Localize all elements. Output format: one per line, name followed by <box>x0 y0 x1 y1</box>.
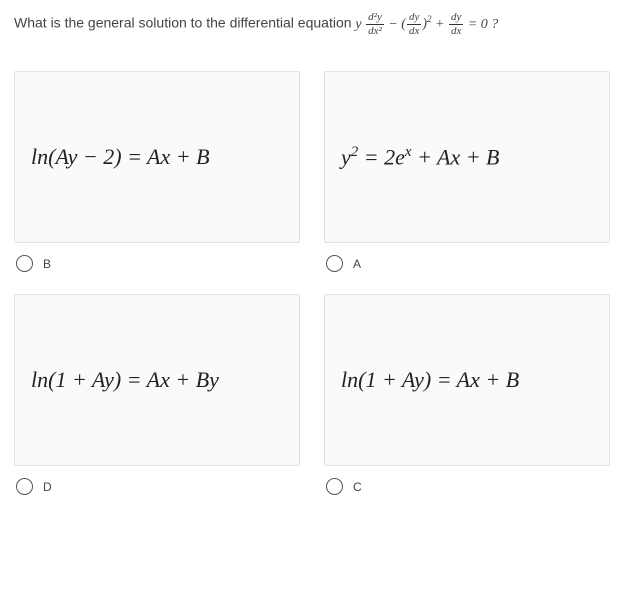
paren-group: (dydx)2 <box>401 12 431 37</box>
option-formula: ln(1 + Ay) = Ax + By <box>31 367 219 393</box>
options-grid: ln(Ay − 2) = Ax + B y2 = 2ex + Ax + B B … <box>14 71 610 517</box>
radio-label: B <box>43 257 51 271</box>
question-equation: y d²y dx² − (dydx)2 + dy dx = 0 ? <box>355 17 498 32</box>
question-prefix: What is the general solution to the diff… <box>14 15 355 31</box>
option-formula: y2 = 2ex + Ax + B <box>341 144 500 170</box>
option-card-top-right: y2 = 2ex + Ax + B <box>324 71 610 243</box>
radio-label: A <box>353 257 361 271</box>
option-formula: ln(Ay − 2) = Ax + B <box>31 144 210 170</box>
option-card-top-left: ln(Ay − 2) = Ax + B <box>14 71 300 243</box>
radio-label: C <box>353 480 362 494</box>
question-text: What is the general solution to the diff… <box>14 12 610 37</box>
option-formula: ln(1 + Ay) = Ax + B <box>341 367 519 393</box>
option-radio-top-left[interactable]: B <box>14 243 300 294</box>
option-radio-bottom-left[interactable]: D <box>14 466 300 517</box>
option-card-bottom-left: ln(1 + Ay) = Ax + By <box>14 294 300 466</box>
radio-icon[interactable] <box>326 255 343 272</box>
fraction-1: d²y dx² <box>365 12 385 37</box>
option-radio-bottom-right[interactable]: C <box>324 466 610 517</box>
option-card-bottom-right: ln(1 + Ay) = Ax + B <box>324 294 610 466</box>
radio-icon[interactable] <box>16 478 33 495</box>
radio-label: D <box>43 480 52 494</box>
option-radio-top-right[interactable]: A <box>324 243 610 294</box>
radio-icon[interactable] <box>16 255 33 272</box>
fraction-2: dydx <box>406 12 422 37</box>
fraction-3: dy dx <box>448 12 464 37</box>
radio-icon[interactable] <box>326 478 343 495</box>
